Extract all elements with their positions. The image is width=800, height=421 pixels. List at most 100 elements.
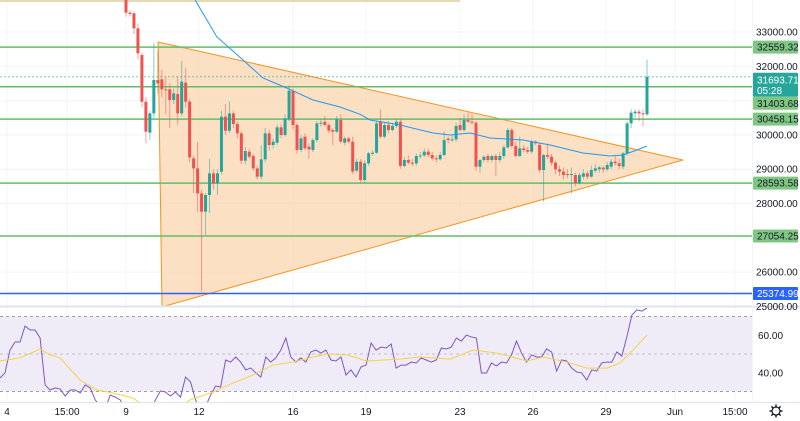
candle	[398, 119, 402, 170]
candle	[482, 155, 486, 163]
candle-body	[593, 168, 597, 171]
candle	[315, 121, 319, 142]
candle	[239, 131, 243, 165]
level-price-tag[interactable]	[753, 40, 798, 54]
candle	[542, 153, 546, 202]
level-price-label: 25374.99	[757, 289, 799, 300]
candles	[124, 0, 649, 292]
candle-body	[402, 160, 406, 167]
candle	[561, 167, 565, 180]
rsi-band-fill	[0, 316, 752, 392]
candle-body	[426, 151, 430, 155]
candle	[184, 68, 188, 108]
horizontal-levels	[0, 46, 752, 295]
candle	[299, 134, 303, 153]
level-price-label: 28593.58	[757, 179, 799, 190]
candle-body	[267, 133, 271, 146]
level-price-tag[interactable]	[753, 176, 798, 190]
candle-body	[307, 146, 311, 150]
candle-body	[390, 125, 394, 130]
candle	[255, 165, 259, 180]
candle-body	[211, 173, 215, 184]
candle-body	[609, 161, 613, 167]
candle-body	[160, 79, 164, 90]
candle-body	[617, 163, 621, 167]
candle-body	[208, 173, 212, 196]
candle	[259, 145, 263, 180]
candle	[558, 165, 562, 177]
candle	[343, 136, 347, 146]
candle	[323, 116, 327, 127]
candle-body	[251, 156, 255, 169]
candle	[394, 119, 398, 129]
candle-body	[510, 129, 514, 147]
price-tick-label: 28000.00	[756, 199, 798, 210]
rsi-pane[interactable]	[0, 308, 752, 418]
candle	[211, 169, 215, 190]
candle	[223, 104, 227, 135]
candle	[176, 76, 180, 125]
level-price-tag[interactable]	[753, 229, 798, 243]
candle-body	[219, 116, 223, 172]
candle	[402, 157, 406, 168]
candle-body	[446, 138, 450, 141]
candle	[498, 152, 502, 163]
candle	[510, 128, 514, 149]
candle	[458, 117, 462, 132]
level-price-label: 32559.32	[757, 43, 799, 54]
candle	[247, 148, 251, 159]
candle	[196, 141, 200, 213]
candle	[629, 109, 633, 129]
candle-body	[514, 146, 518, 156]
candle	[231, 110, 235, 129]
candle-body	[641, 113, 645, 115]
level-price-tag[interactable]	[753, 112, 798, 126]
candle	[355, 158, 359, 173]
triangle-shape[interactable]	[157, 41, 684, 307]
level-price-tag[interactable]	[753, 96, 798, 110]
candle-body	[466, 120, 470, 122]
time-axis[interactable]: 4 15:00 9 12 16 19 23 26 29 Jun 15:00	[4, 407, 748, 418]
candle-body	[406, 160, 410, 163]
candle-body	[291, 90, 295, 126]
candle-body	[418, 155, 422, 157]
candle-body	[355, 161, 359, 171]
candle-body	[414, 155, 418, 164]
candle-countdown-label: 05:28	[757, 86, 782, 97]
candle-body	[573, 175, 577, 184]
candle	[565, 169, 569, 178]
candle-body	[561, 171, 565, 176]
candle	[283, 114, 287, 137]
price-pane[interactable]	[0, 0, 752, 307]
candle	[375, 121, 379, 154]
gear-icon[interactable]	[769, 404, 783, 418]
candle	[438, 152, 442, 161]
candle	[132, 11, 136, 34]
candle-body	[319, 122, 323, 124]
level-price-tag[interactable]	[753, 287, 798, 301]
candle-body	[379, 121, 383, 137]
candle	[192, 155, 196, 194]
candle-body	[192, 158, 196, 169]
candle	[359, 158, 363, 183]
candle-body	[275, 127, 279, 143]
candle-body	[136, 28, 140, 54]
candle	[152, 43, 156, 118]
candle	[625, 121, 629, 156]
candle	[208, 158, 212, 214]
candle-body	[259, 159, 263, 177]
candle	[215, 169, 219, 195]
candle	[577, 172, 581, 185]
candle-body	[303, 136, 307, 149]
candle-body	[184, 82, 188, 102]
rsi-line	[0, 308, 648, 402]
candle-body	[359, 161, 363, 181]
candle	[422, 148, 426, 158]
rsi-axis[interactable]: 60.00 40.00	[758, 331, 783, 380]
candle	[530, 140, 534, 154]
candle-body	[311, 140, 315, 151]
candle-body	[128, 12, 132, 14]
candle-body	[375, 123, 379, 153]
